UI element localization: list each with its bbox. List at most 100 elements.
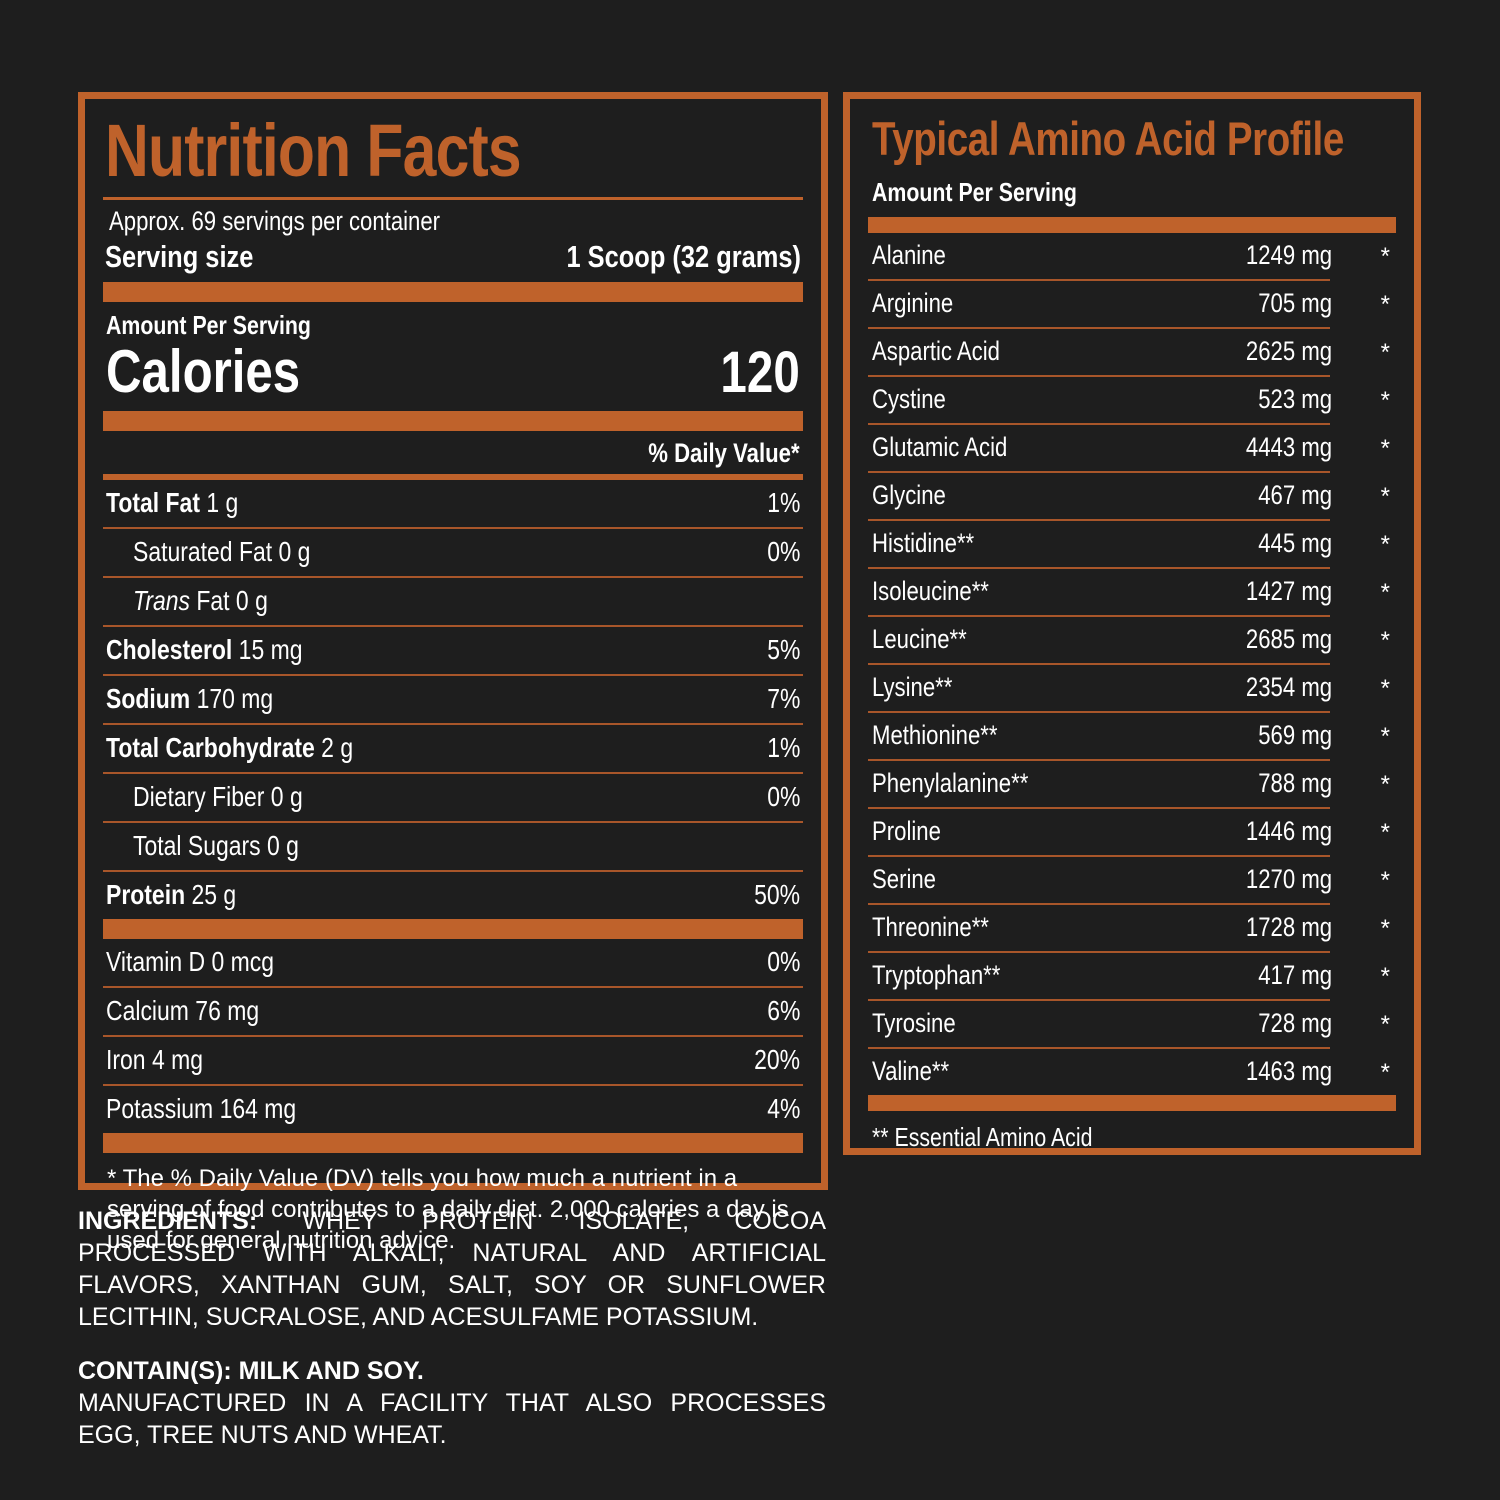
amino-acid-row: Aspartic Acid 2625 mg *: [868, 329, 1396, 375]
nutrient-row: Total Carbohydrate 2 g 1%: [103, 725, 803, 772]
amino-acid-row: Proline 1446 mg *: [868, 809, 1396, 855]
amino-acid-row-separator: [868, 663, 1330, 665]
micronutrient-row: Calcium 76 mg 6%: [103, 988, 803, 1035]
amino-acid-amount: 1446 mg: [1245, 816, 1332, 846]
amino-acid-amount: 2685 mg: [1245, 624, 1332, 654]
amino-acid-row: Cystine 523 mg *: [868, 377, 1396, 423]
amino-divider-bar-top: [868, 217, 1396, 233]
amino-acid-amount: 417 mg: [1258, 960, 1332, 990]
amino-acid-asterisk: *: [1380, 1011, 1390, 1038]
amino-acid-name: Lysine**: [872, 672, 953, 702]
amino-acid-name: Glutamic Acid: [872, 432, 1008, 462]
micronutrient-name-amount: Iron 4 mg: [106, 1044, 203, 1075]
nutrition-facts-title-text: Nutrition Facts: [105, 109, 522, 192]
micronutrient-daily-value: 0%: [766, 946, 800, 977]
serving-size-label: Serving size: [105, 239, 254, 274]
servings-per-container: Approx. 69 servings per container: [109, 206, 441, 236]
amino-acid-title: Typical Amino Acid Profile: [872, 112, 1344, 165]
nutrient-name-amount: Trans Fat 0 g: [133, 585, 268, 616]
nutrient-daily-value: 1%: [766, 732, 800, 763]
ingredients-paragraph: INGREDIENTS: WHEY PROTEIN ISOLATE, COCOA…: [78, 1205, 826, 1333]
calories-label: Calories: [106, 338, 301, 405]
nutrition-facts-title: Nutrition Facts: [105, 109, 803, 197]
amino-acid-amount: 1463 mg: [1245, 1056, 1332, 1086]
nutrient-row-separator: [103, 674, 803, 676]
nutrient-name-amount: Saturated Fat 0 g: [133, 536, 311, 567]
amino-acid-asterisk: *: [1380, 339, 1390, 366]
amino-acid-row: Valine** 1463 mg *: [868, 1049, 1396, 1095]
nutrient-row-separator: [103, 772, 803, 774]
amino-acid-asterisk: *: [1380, 867, 1390, 894]
nutrient-name-amount: Total Sugars 0 g: [133, 830, 299, 861]
amino-acid-asterisk: *: [1380, 387, 1390, 414]
amino-acid-name: Arginine: [872, 288, 954, 318]
amino-acid-row: Tryptophan** 417 mg *: [868, 953, 1396, 999]
nutrient-daily-value: 50%: [754, 879, 800, 910]
amino-acid-row: Phenylalanine** 788 mg *: [868, 761, 1396, 807]
amino-acid-amount: 569 mg: [1258, 720, 1332, 750]
amino-acid-amount: 2354 mg: [1245, 672, 1332, 702]
divider-thick-footnote: [103, 1133, 803, 1153]
amino-acid-row-separator: [868, 999, 1330, 1001]
amino-acid-name: Leucine**: [872, 624, 967, 654]
amino-acid-row-separator: [868, 807, 1330, 809]
divider-under-dv-header: [103, 474, 803, 480]
nutrient-row-separator: [103, 576, 803, 578]
amino-acid-asterisk: *: [1380, 819, 1390, 846]
ingredients-label: INGREDIENTS:: [78, 1207, 258, 1235]
amino-acid-name: Cystine: [872, 384, 946, 414]
amino-acid-asterisk: *: [1380, 915, 1390, 942]
amino-acid-row-separator: [868, 855, 1330, 857]
nutrient-row: Total Sugars 0 g: [103, 823, 803, 870]
micronutrient-row-separator: [103, 1084, 803, 1086]
nutrition-facts-panel: Nutrition Facts Approx. 69 servings per …: [78, 92, 828, 1254]
nutrient-daily-value: 0%: [766, 781, 800, 812]
amino-acid-amount: 467 mg: [1258, 480, 1332, 510]
nutrient-daily-value: 0%: [766, 536, 800, 567]
amino-divider-bar-bottom: [868, 1095, 1396, 1111]
nutrient-daily-value: 5%: [766, 634, 800, 665]
micronutrient-rows-container: Vitamin D 0 mcg 0% Calcium 76 mg 6% Iron 4 m…: [103, 939, 803, 1133]
amino-acid-name: Proline: [872, 816, 941, 846]
amino-acid-row: Arginine 705 mg *: [868, 281, 1396, 327]
nutrient-row-separator: [103, 723, 803, 725]
amino-acid-asterisk: *: [1380, 627, 1390, 654]
amino-acid-row-separator: [868, 1047, 1330, 1049]
amino-acid-name: Glycine: [872, 480, 946, 510]
serving-size-row: Serving size 1 Scoop (32 grams): [103, 238, 803, 282]
nutrient-rows-container: Total Fat 1 g 1% Saturated Fat 0 g 0% Trans …: [103, 480, 803, 919]
amino-acid-name: Phenylalanine**: [872, 768, 1029, 798]
amino-acid-row: Glycine 467 mg *: [868, 473, 1396, 519]
nutrient-row: Total Fat 1 g 1%: [103, 480, 803, 527]
manufactured-statement: MANUFACTURED IN A FACILITY THAT ALSO PRO…: [78, 1389, 826, 1449]
amino-acid-amount: 728 mg: [1258, 1008, 1332, 1038]
amino-acid-row: Lysine** 2354 mg *: [868, 665, 1396, 711]
amino-acid-row-separator: [868, 951, 1330, 953]
micronutrient-row: Vitamin D 0 mcg 0%: [103, 939, 803, 986]
micronutrient-row: Iron 4 mg 20%: [103, 1037, 803, 1084]
amino-acid-name: Histidine**: [872, 528, 975, 558]
nutrient-row-separator: [103, 527, 803, 529]
amino-acid-asterisk: *: [1380, 723, 1390, 750]
amino-acid-amount: 1270 mg: [1245, 864, 1332, 894]
nutrient-name-amount: Total Fat 1 g: [106, 487, 239, 518]
amino-acid-asterisk: *: [1380, 675, 1390, 702]
nutrient-name-amount: Total Carbohydrate 2 g: [106, 732, 354, 763]
amino-acid-name: Valine**: [872, 1056, 950, 1086]
amino-acid-row: Serine 1270 mg *: [868, 857, 1396, 903]
amino-acid-asterisk: *: [1380, 291, 1390, 318]
amino-acid-amount: 4443 mg: [1245, 432, 1332, 462]
amino-amount-per-serving-label: Amount Per Serving: [872, 177, 1077, 207]
amino-acid-row-separator: [868, 375, 1330, 377]
nutrient-row: Sodium 170 mg 7%: [103, 676, 803, 723]
amino-acid-row-separator: [868, 615, 1330, 617]
amino-acid-amount: 445 mg: [1258, 528, 1332, 558]
amino-acid-name: Methionine**: [872, 720, 998, 750]
amino-footnote: ** Essential Amino Acid: [872, 1122, 1093, 1152]
amino-acid-row-separator: [868, 423, 1330, 425]
amino-acid-amount: 1728 mg: [1245, 912, 1332, 942]
nutrient-row: Protein 25 g 50%: [103, 872, 803, 919]
nutrient-row: Trans Fat 0 g: [103, 578, 803, 625]
amino-acid-row: Leucine** 2685 mg *: [868, 617, 1396, 663]
